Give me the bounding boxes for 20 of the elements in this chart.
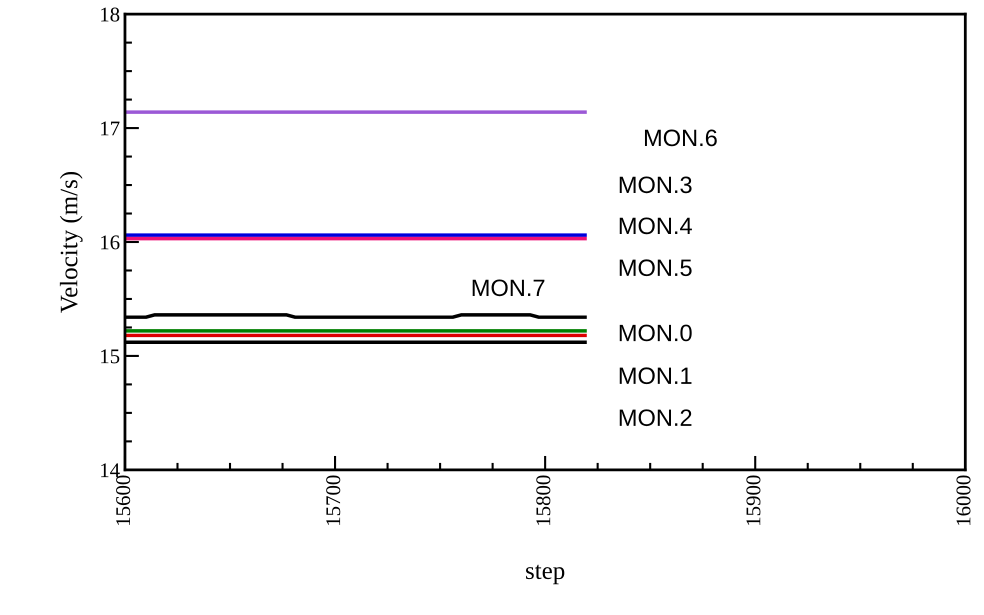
x-axis-title: step: [526, 564, 564, 584]
x-tick-label: 15600: [116, 476, 130, 525]
x-tick-label: 15800: [536, 476, 550, 525]
annotation: MON.6: [644, 130, 717, 146]
annotation: MON.5: [620, 259, 692, 276]
y-tick-label: 15: [101, 349, 120, 364]
x-tick-label: 15700: [326, 476, 340, 525]
annotation: MON.4: [620, 217, 692, 234]
y-axis-title: Velocity (m/s): [60, 172, 83, 313]
annotation: MON.0: [620, 324, 692, 342]
annotation: MON.2: [620, 409, 692, 426]
y-tick-label: 16: [101, 235, 120, 250]
y-tick-label: 17: [101, 122, 120, 136]
x-tick-label: 15900: [746, 476, 760, 525]
annotation: MON.1: [620, 367, 692, 384]
x-tick-label: 16000: [956, 476, 971, 525]
annotation: MON.7: [472, 279, 544, 296]
y-tick-label: 18: [101, 8, 120, 22]
annotation: MON.3: [620, 176, 692, 194]
y-tick-label: 14: [101, 463, 120, 478]
